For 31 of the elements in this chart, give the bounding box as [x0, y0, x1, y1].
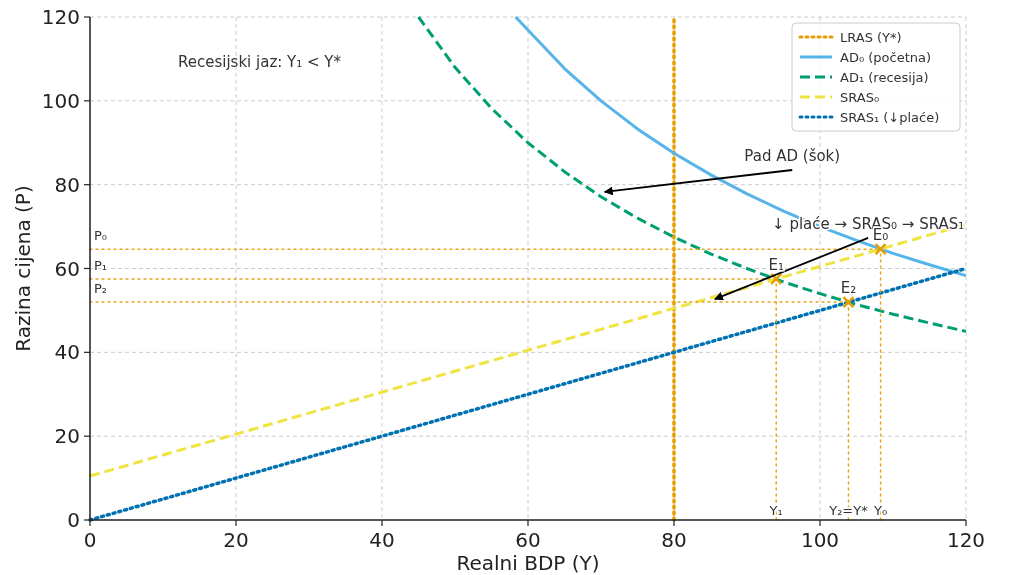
- y-tick-label: 120: [41, 5, 80, 29]
- x-tick-label: 60: [515, 528, 541, 552]
- legend-label: SRAS₀: [840, 89, 880, 105]
- annotation: Y₂=Y*: [828, 503, 869, 518]
- y-tick-label: 40: [54, 340, 80, 365]
- y-tick-label: 60: [54, 256, 80, 281]
- legend-label: SRAS₁ (↓plaće): [840, 109, 940, 125]
- annotation: Recesijski jaz: Y₁ < Y*: [178, 53, 342, 71]
- annotation: P₁: [94, 257, 108, 273]
- x-tick-label: 40: [369, 528, 395, 552]
- annotation: E₁: [768, 255, 784, 274]
- y-tick-label: 20: [54, 424, 80, 449]
- y-tick-label: 100: [41, 88, 80, 113]
- y-tick-label: 0: [67, 508, 80, 532]
- y-tick-label: 80: [54, 172, 80, 197]
- x-axis-title: Realni BDP (Y): [456, 551, 600, 575]
- annotation: Pad AD (šok): [744, 147, 841, 165]
- legend-label: LRAS (Y*): [840, 29, 902, 45]
- annotation: Y₁: [768, 503, 783, 518]
- annotation: P₀: [94, 228, 108, 244]
- x-tick-label: 120: [946, 528, 986, 552]
- x-tick-label: 20: [223, 528, 249, 552]
- legend-label: AD₁ (recesija): [840, 69, 929, 85]
- legend-label: AD₀ (početna): [840, 49, 932, 65]
- annotation: P₂: [94, 281, 108, 297]
- x-tick-label: 0: [83, 528, 97, 552]
- x-tick-label: 80: [661, 528, 687, 552]
- y-axis-title: Razina cijena (P): [11, 185, 35, 352]
- annotation: E₂: [840, 279, 857, 298]
- annotation: Y₀: [873, 503, 888, 518]
- x-tick-label: 100: [800, 528, 840, 552]
